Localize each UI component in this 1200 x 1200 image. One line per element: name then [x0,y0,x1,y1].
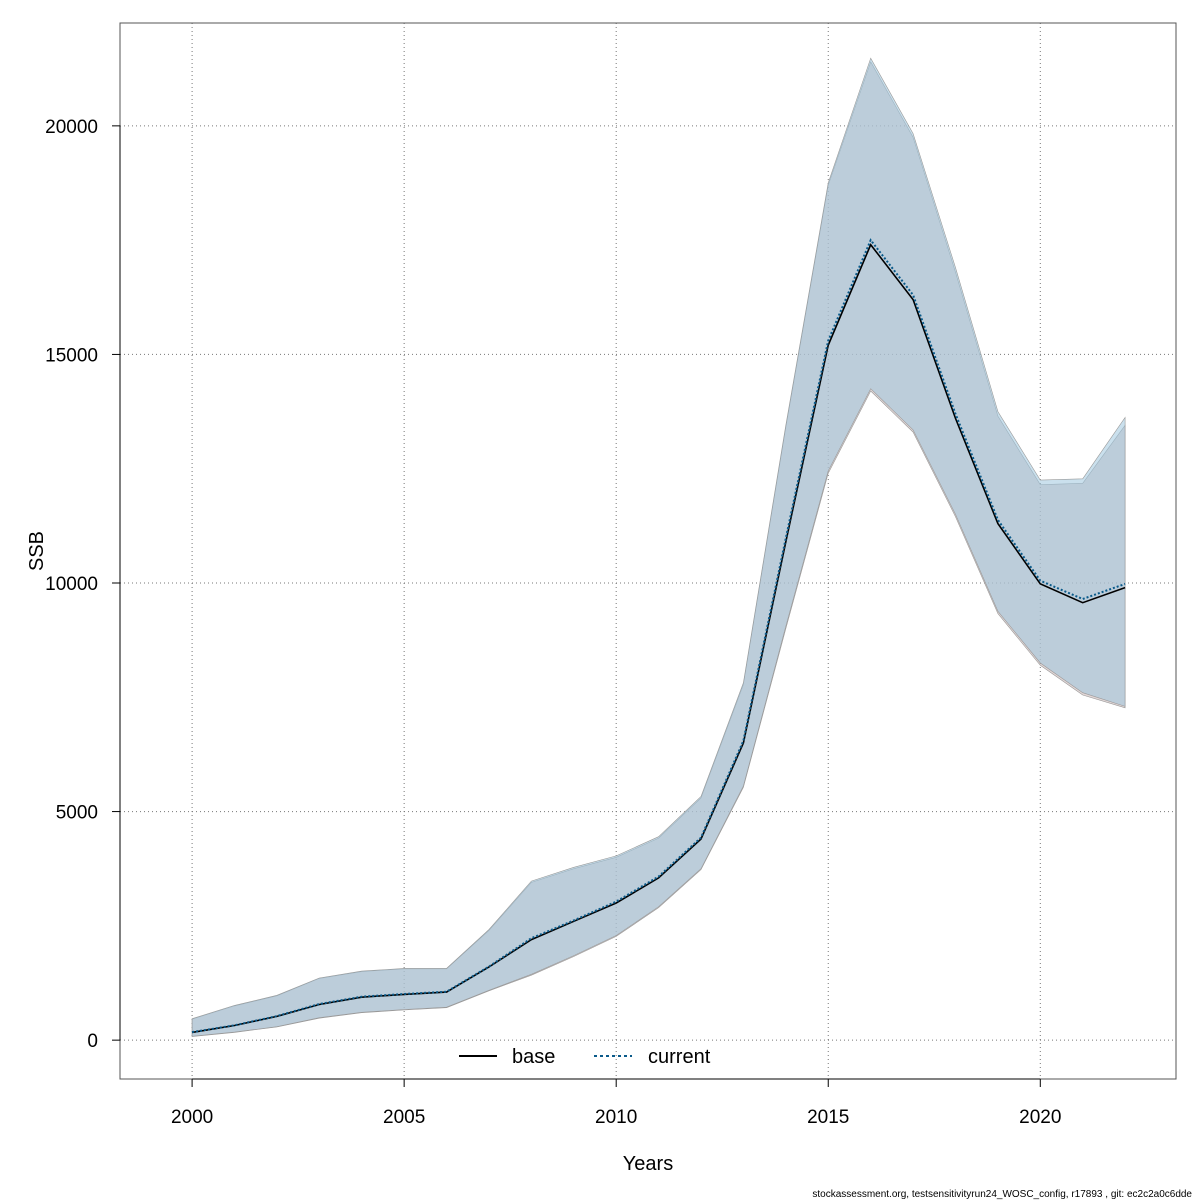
x-tick-label-2015: 2015 [807,1107,849,1128]
y-tick-label-0: 0 [87,1031,98,1052]
x-tick-label-2005: 2005 [383,1107,425,1128]
y-axis-title: SSB [26,531,48,571]
axes: 2000 2005 2010 2015 2020 0 5000 10000 15000 20000 [45,117,1061,1128]
series-lines [191,238,1126,1034]
legend-label-base: base [512,1046,555,1068]
x-tick-label-2000: 2000 [171,1107,213,1128]
y-tick-label-5000: 5000 [56,803,98,824]
x-tick-label-2010: 2010 [595,1107,637,1128]
legend: base current [459,1046,711,1068]
y-tick-label-20000: 20000 [45,117,98,138]
y-tick-label-10000: 10000 [45,574,98,595]
series-line-current [191,238,1126,1034]
y-tick-label-15000: 15000 [45,345,98,366]
x-tick-label-2020: 2020 [1019,1107,1061,1128]
confidence-band-current [191,57,1126,1037]
x-axis-title: Years [623,1153,673,1175]
series-line-base [191,243,1126,1034]
confidence-bands [191,57,1126,1037]
footer-credit: stockassessment.org, testsensitivityrun2… [812,1189,1192,1200]
legend-label-current: current [648,1046,711,1068]
